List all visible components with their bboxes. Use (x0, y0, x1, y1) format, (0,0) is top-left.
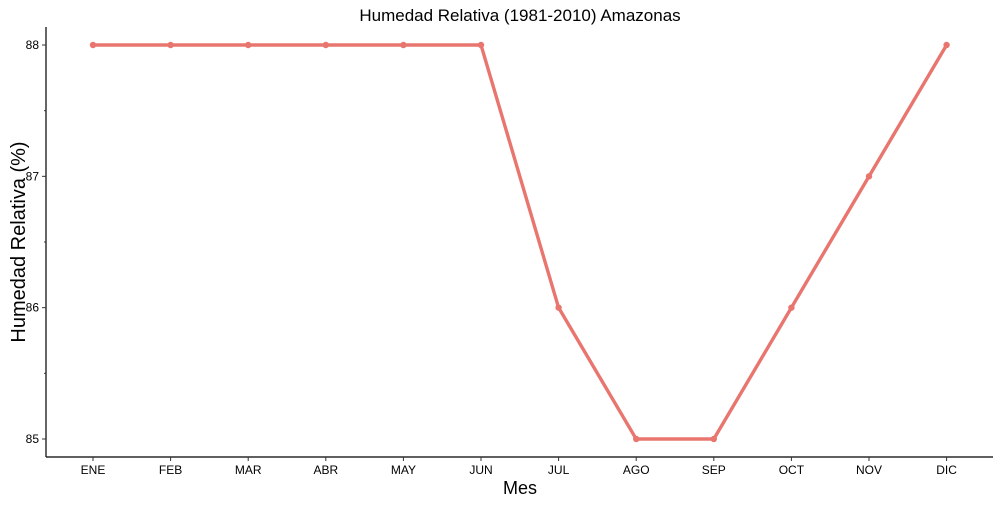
data-point (245, 41, 252, 49)
x-tick-label: FEB (159, 463, 182, 477)
data-point (89, 41, 97, 49)
x-tick-label: MAY (391, 463, 416, 477)
x-tick-label: DIC (936, 463, 957, 477)
x-tick-label: MAR (235, 463, 262, 477)
chart-title: Humedad Relativa (1981-2010) Amazonas (359, 6, 680, 25)
data-point (710, 435, 717, 443)
x-tick-label: NOV (856, 463, 882, 477)
axes (42, 27, 993, 461)
x-tick-label: JUL (548, 463, 570, 477)
tick-labels: 85 86 87 88 ENE FEB MAR ABR MAY JUN JUL AGO SEP OCT NO… (26, 38, 958, 477)
data-point (865, 173, 873, 180)
series-line (91, 43, 949, 441)
data-point (400, 41, 407, 49)
y-tick-label: 88 (26, 38, 40, 52)
x-tick-label: ENE (81, 463, 106, 477)
data-series (89, 41, 950, 443)
data-point (788, 304, 795, 311)
data-point (322, 41, 329, 49)
data-point (167, 41, 174, 49)
y-tick-label: 85 (26, 432, 40, 446)
x-tick-label: SEP (702, 463, 726, 477)
data-point (633, 435, 640, 443)
data-point (477, 41, 485, 49)
x-tick-label: ABR (313, 463, 338, 477)
y-axis-label: Humedad Relativa (%) (8, 141, 30, 342)
y-tick-label: 87 (26, 169, 40, 183)
y-tick-label: 86 (26, 301, 40, 315)
x-tick-label: JUN (469, 463, 492, 477)
x-tick-label: OCT (779, 463, 805, 477)
data-point (555, 304, 562, 311)
x-axis-label: Mes (503, 478, 537, 498)
data-point (943, 41, 950, 49)
x-tick-label: AGO (623, 463, 650, 477)
